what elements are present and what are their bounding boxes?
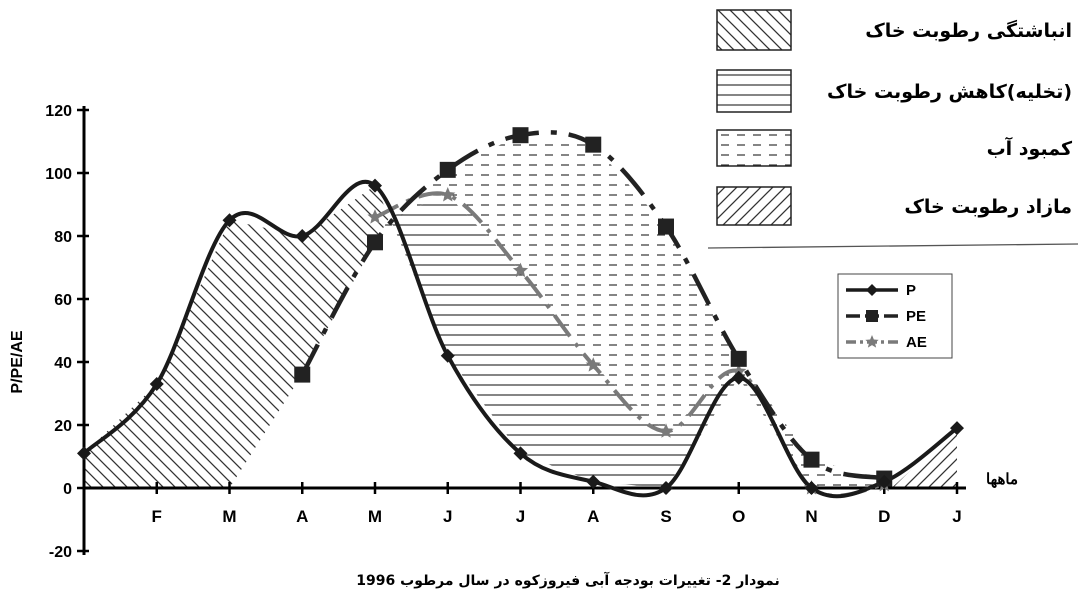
x-tick-label: N [805,507,817,526]
p-point [368,178,382,193]
soil-moisture-surplus-region [891,428,957,488]
shading-legend-label: (تخلیه)کاهش رطوبت خاک [827,81,1072,103]
series-legend-label: AE [906,334,927,351]
shaded-regions [84,135,957,489]
series-legend-label: PE [906,308,926,325]
p-point [877,474,892,489]
y-tick-label: -20 [49,544,72,561]
pe-point [367,234,383,251]
pe-point [294,366,311,383]
y-tick-label: 60 [54,292,72,309]
pe-point [730,350,747,367]
x-tick-label: O [732,507,745,526]
x-tick-label: M [368,507,382,526]
series-legend-marker [865,335,879,348]
ae-point [440,187,456,202]
pe-point [803,451,820,468]
series-legend-marker [866,310,878,322]
y-tick-label: 20 [54,418,72,435]
p-point [731,370,746,385]
p-point [804,481,819,495]
pe-point [658,218,674,235]
series-layer [77,127,964,499]
series-legend: P PE AE [837,273,953,359]
y-tick-label: 80 [54,229,72,246]
p-point [149,377,164,392]
y-tick-label: 100 [45,166,72,183]
p-point [77,446,91,461]
x-tick-label: S [660,507,671,526]
series-line-ae [374,191,885,498]
ae-point [367,209,383,224]
ae-point [512,262,529,278]
x-tick-label: D [878,507,890,526]
x-tick-label: M [222,507,236,526]
ae-point [585,357,601,372]
ae-point [731,363,747,378]
shading-legend-swatch [716,186,792,226]
shading-legend-label: انباشتگی رطوبت خاک [865,19,1072,42]
x-tick-label: J [516,507,525,526]
y-ticks: -20 0 20 40 60 80 100 120 [45,103,89,561]
pe-point [512,127,529,144]
pe-point [585,136,602,153]
x-tick-label: A [296,507,308,526]
chart-caption: نمودار 2- تغییرات بودجه آبی فیروزکوه در … [356,571,779,589]
x-tick-label: F [152,507,162,526]
legend-divider [707,243,1079,249]
p-point [659,481,673,495]
shading-legend-swatch [716,129,792,167]
pe-point [439,161,456,178]
p-point [513,446,528,461]
series-legend-label: P [906,282,916,299]
series-line-p [82,180,959,499]
p-point [950,421,964,436]
shading-legend-swatch [716,9,792,51]
y-axis-label: P/PE/AE [9,330,26,393]
x-tick-label: A [587,507,599,526]
y-tick-label: 0 [63,481,72,498]
p-point [440,348,455,363]
x-axis-label: ماهها [986,471,1018,488]
series-legend-marker [866,284,878,296]
shading-legend-label: کمبود آب [987,136,1073,160]
y-tick-label: 40 [54,355,72,372]
p-point [586,474,601,489]
x-tick-label: J [443,507,452,526]
shading-legend: انباشتگی رطوبت خاک (تخلیه)کاهش رطوبت خاک ک… [716,9,1073,226]
water-deficit-region [375,135,885,488]
ae-point [658,423,674,438]
soil-moisture-recharge-region [84,185,390,488]
p-point [295,229,310,243]
y-tick-label: 120 [45,103,72,120]
shading-legend-swatch [716,69,792,113]
x-tick-label: J [952,507,961,526]
shading-legend-label: مازاد رطوبت خاک [904,196,1072,218]
p-point [222,213,237,228]
